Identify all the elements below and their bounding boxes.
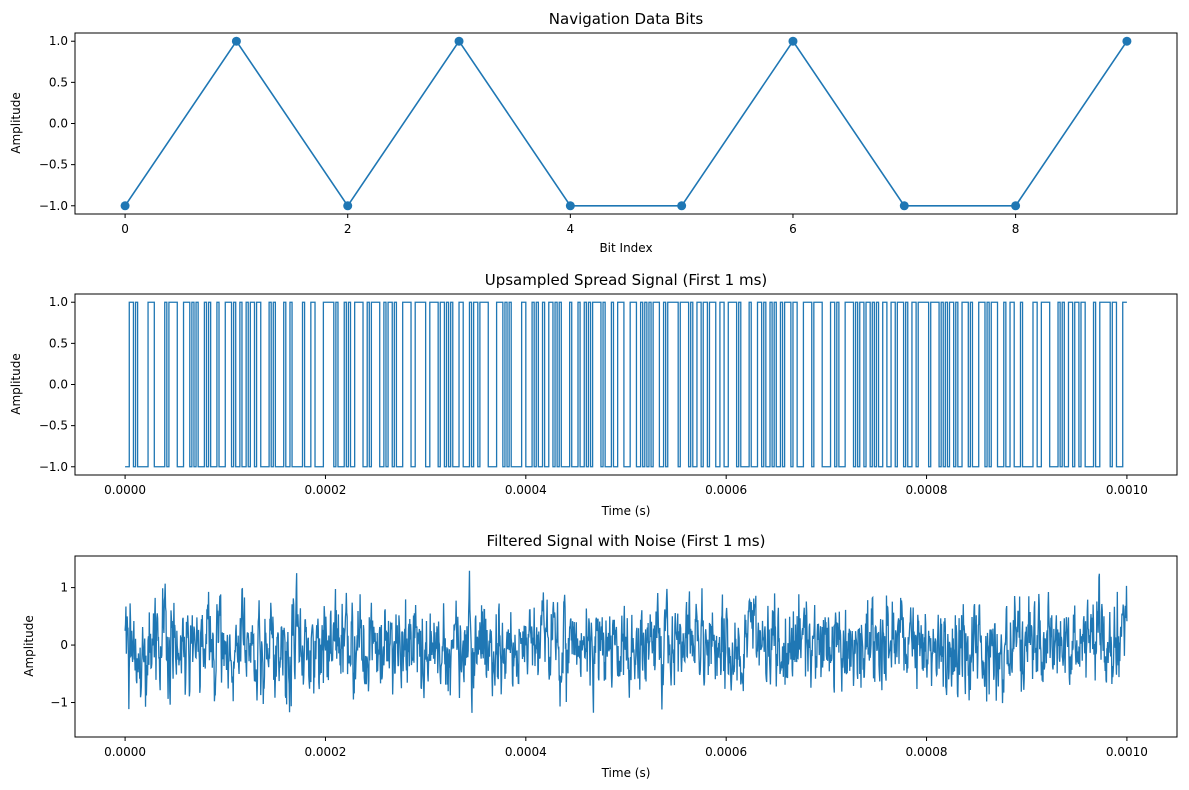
y-tick-label: 1.0 [49, 34, 68, 48]
y-axis-label: Amplitude [22, 615, 36, 677]
y-tick-label: 1.0 [49, 295, 68, 309]
axes-frame [74, 555, 1178, 738]
y-axis-label: Amplitude [9, 353, 23, 415]
data-point [1011, 201, 1021, 211]
y-tick-label: 0.5 [49, 336, 68, 350]
x-tick-label: 8 [1012, 222, 1020, 236]
data-point [231, 36, 241, 46]
y-tick-label: 0.5 [49, 75, 68, 89]
y-tick-label: 0.0 [49, 117, 68, 131]
x-tick-label: 6 [789, 222, 797, 236]
x-tick-label: 0.0004 [505, 745, 547, 759]
y-tick-label: −1.0 [39, 199, 68, 213]
axes-frame [74, 32, 1178, 215]
series-line [124, 39, 1128, 208]
chart-title: Upsampled Spread Signal (First 1 ms) [485, 271, 768, 289]
x-axis-label: Time (s) [601, 504, 651, 518]
x-axis-label: Bit Index [599, 241, 652, 255]
chart-title: Filtered Signal with Noise (First 1 ms) [487, 532, 766, 550]
chart-title: Navigation Data Bits [549, 10, 704, 28]
data-point [1122, 36, 1132, 46]
x-tick-label: 0.0006 [705, 745, 747, 759]
data-point [120, 201, 130, 211]
y-tick-label: 0 [60, 638, 68, 652]
y-tick-label: −0.5 [39, 419, 68, 433]
y-tick-label: −1 [50, 696, 68, 710]
x-tick-label: 0.0008 [906, 483, 948, 497]
x-tick-label: 0.0000 [104, 483, 146, 497]
x-tick-label: 0.0004 [505, 483, 547, 497]
data-point [565, 201, 575, 211]
y-tick-label: −0.5 [39, 158, 68, 172]
data-point [454, 36, 464, 46]
y-tick-label: 1 [60, 581, 68, 595]
y-tick-label: 0.0 [49, 378, 68, 392]
x-tick-label: 0.0002 [304, 483, 346, 497]
x-tick-label: 0.0010 [1106, 745, 1148, 759]
data-point [788, 36, 798, 46]
series-line [124, 570, 1128, 713]
x-tick-label: 0.0002 [304, 745, 346, 759]
x-tick-label: 4 [567, 222, 575, 236]
y-tick-label: −1.0 [39, 460, 68, 474]
y-axis-label: Amplitude [9, 92, 23, 154]
x-tick-label: 0 [121, 222, 129, 236]
x-tick-label: 2 [344, 222, 352, 236]
x-tick-label: 0.0006 [705, 483, 747, 497]
x-axis-label: Time (s) [601, 766, 651, 780]
x-tick-label: 0.0000 [104, 745, 146, 759]
upsampled-spread-signal-panel: Upsampled Spread Signal (First 1 ms) Tim… [9, 271, 1178, 518]
data-point [677, 201, 687, 211]
filtered-signal-with-noise-panel: Filtered Signal with Noise (First 1 ms) … [22, 532, 1178, 780]
data-point [899, 201, 909, 211]
data-point [343, 201, 353, 211]
x-tick-label: 0.0010 [1106, 483, 1148, 497]
x-tick-label: 0.0008 [906, 745, 948, 759]
series-line [125, 301, 1127, 468]
navigation-data-bits-panel: Navigation Data Bits Bit Index Amplitude… [9, 10, 1178, 255]
